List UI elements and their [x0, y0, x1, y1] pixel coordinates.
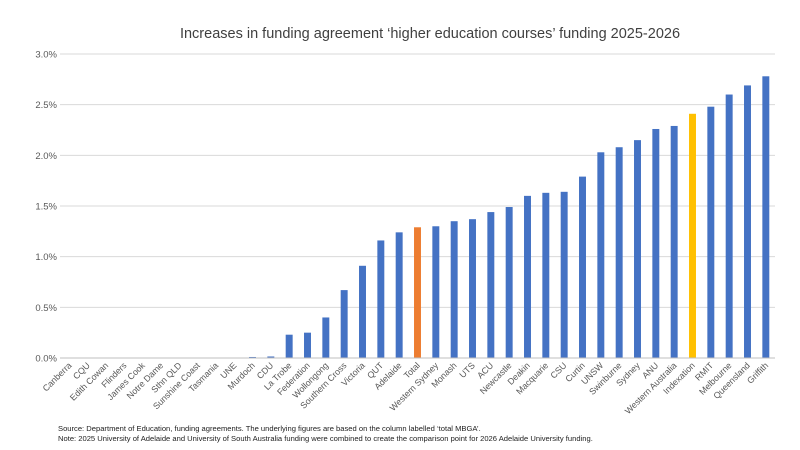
- y-tick-label: 2.0%: [35, 151, 57, 162]
- y-tick-label: 2.5%: [35, 100, 57, 111]
- bar-rmit: [707, 106, 715, 359]
- bar-southern-cross: [340, 290, 348, 358]
- bar-federation: [304, 332, 311, 358]
- bar-chart: Increases in funding agreement ‘higher e…: [35, 26, 775, 416]
- x-tick-label: Canberra: [41, 360, 74, 393]
- x-tick-label: Griffith: [745, 360, 770, 385]
- bar-csu: [560, 191, 568, 358]
- bar-la-trobe: [285, 334, 293, 358]
- bar-unsw: [597, 152, 605, 358]
- bar-melbourne: [725, 94, 733, 359]
- bar-curtin: [579, 176, 586, 358]
- bars: [249, 76, 770, 359]
- bar-western-australia: [670, 125, 678, 359]
- bar-indexation: [689, 113, 696, 358]
- bar-western-sydney: [432, 226, 440, 358]
- bar-anu: [652, 128, 660, 358]
- footnote: Note: 2025 University of Adelaide and Un…: [58, 434, 593, 443]
- bar-monash: [450, 221, 458, 358]
- bar-murdoch: [249, 356, 256, 358]
- bar-acu: [487, 212, 495, 358]
- y-tick-label: 1.5%: [35, 202, 57, 213]
- bar-newcastle: [505, 207, 513, 358]
- bar-wollongong: [322, 317, 330, 358]
- bar-macquarie: [542, 192, 550, 358]
- bar-sydney: [634, 140, 641, 358]
- bar-victoria: [359, 265, 366, 358]
- bar-uts: [469, 219, 476, 358]
- y-tick-label: 1.0%: [35, 252, 57, 263]
- bar-qut: [377, 240, 385, 358]
- bar-cdu: [267, 356, 275, 358]
- bar-deakin: [524, 195, 531, 358]
- source-note: Source: Department of Education, funding…: [58, 424, 481, 433]
- bar-griffith: [762, 76, 770, 358]
- y-tick-label: 3.0%: [35, 50, 57, 61]
- y-tick-label: 0.0%: [35, 354, 57, 365]
- chart-notes: Source: Department of Education, funding…: [58, 424, 593, 444]
- x-tick-label: UTS: [457, 360, 477, 380]
- bar-swinburne: [615, 147, 623, 358]
- y-tick-label: 0.5%: [35, 303, 57, 314]
- bar-adelaide: [395, 232, 403, 358]
- chart-title: Increases in funding agreement ‘higher e…: [180, 26, 680, 42]
- y-axis-ticks: 0.0% 0.5% 1.0% 1.5% 2.0% 2.5% 3.0%: [35, 50, 57, 365]
- bar-total: [414, 227, 421, 358]
- bar-queensland: [744, 85, 751, 358]
